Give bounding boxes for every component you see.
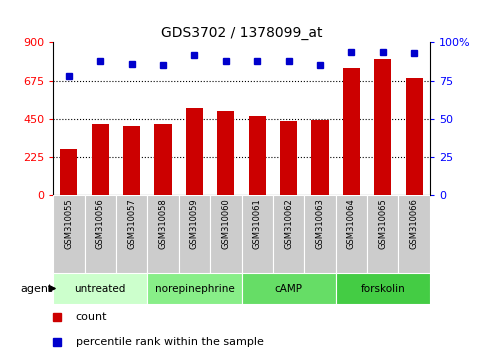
Text: norepinephrine: norepinephrine	[155, 284, 234, 293]
Bar	[374, 59, 391, 195]
Text: GSM310063: GSM310063	[315, 199, 325, 250]
Bar	[304, 195, 336, 273]
Bar	[123, 126, 140, 195]
Bar	[53, 195, 85, 273]
Bar	[85, 195, 116, 273]
Text: GSM310057: GSM310057	[127, 199, 136, 249]
Bar	[336, 273, 430, 304]
Text: GSM310060: GSM310060	[221, 199, 230, 249]
Text: GSM310055: GSM310055	[64, 199, 73, 249]
Bar	[367, 195, 398, 273]
Bar	[242, 273, 336, 304]
Text: GSM310062: GSM310062	[284, 199, 293, 249]
Bar	[186, 108, 203, 195]
Bar	[336, 195, 367, 273]
Bar	[179, 195, 210, 273]
Text: forskolin: forskolin	[360, 284, 405, 293]
Text: GSM310064: GSM310064	[347, 199, 356, 249]
Text: GSM310065: GSM310065	[378, 199, 387, 249]
Bar	[147, 195, 179, 273]
Bar	[116, 195, 147, 273]
Text: count: count	[76, 312, 107, 322]
Text: cAMP: cAMP	[275, 284, 302, 293]
Text: GSM310066: GSM310066	[410, 199, 419, 250]
Bar	[398, 195, 430, 273]
Bar	[312, 120, 328, 195]
Text: GSM310058: GSM310058	[158, 199, 168, 249]
Bar	[210, 195, 242, 273]
Bar	[343, 68, 360, 195]
Title: GDS3702 / 1378099_at: GDS3702 / 1378099_at	[161, 26, 322, 40]
Text: GSM310056: GSM310056	[96, 199, 105, 249]
Text: agent: agent	[21, 284, 53, 293]
Bar	[406, 78, 423, 195]
Bar	[242, 195, 273, 273]
Bar	[53, 273, 147, 304]
Bar	[92, 124, 109, 195]
Bar	[280, 121, 297, 195]
Bar	[273, 195, 304, 273]
Text: GSM310061: GSM310061	[253, 199, 262, 249]
Bar	[249, 116, 266, 195]
Text: percentile rank within the sample: percentile rank within the sample	[76, 337, 264, 347]
Text: GSM310059: GSM310059	[190, 199, 199, 249]
Bar	[155, 124, 171, 195]
Text: untreated: untreated	[74, 284, 126, 293]
Bar	[60, 149, 77, 195]
Bar	[217, 111, 234, 195]
Bar	[147, 273, 242, 304]
